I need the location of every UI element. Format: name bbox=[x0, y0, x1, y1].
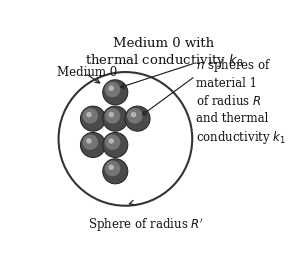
Circle shape bbox=[109, 112, 114, 117]
Text: Medium 0: Medium 0 bbox=[56, 66, 117, 79]
Circle shape bbox=[109, 138, 114, 144]
Circle shape bbox=[105, 161, 120, 176]
Text: thermal conductivity $k_0$: thermal conductivity $k_0$ bbox=[85, 52, 243, 69]
Circle shape bbox=[103, 159, 128, 184]
Circle shape bbox=[125, 106, 150, 131]
Circle shape bbox=[103, 132, 128, 158]
Circle shape bbox=[80, 132, 106, 158]
Circle shape bbox=[80, 106, 106, 131]
Circle shape bbox=[127, 108, 142, 124]
Text: Medium 0 with: Medium 0 with bbox=[113, 37, 214, 50]
Circle shape bbox=[131, 112, 136, 117]
Circle shape bbox=[103, 80, 128, 105]
Text: Sphere of radius $R'$: Sphere of radius $R'$ bbox=[88, 217, 204, 234]
Circle shape bbox=[82, 108, 98, 124]
Circle shape bbox=[105, 108, 120, 124]
Circle shape bbox=[109, 85, 114, 91]
Circle shape bbox=[86, 138, 92, 144]
Circle shape bbox=[103, 106, 128, 131]
Circle shape bbox=[105, 82, 120, 97]
Circle shape bbox=[86, 112, 92, 117]
Text: $n$ spheres of
material 1
of radius $R$
and thermal
conductivity $k_1$: $n$ spheres of material 1 of radius $R$ … bbox=[196, 57, 286, 146]
Circle shape bbox=[105, 134, 120, 150]
Circle shape bbox=[82, 134, 98, 150]
Circle shape bbox=[109, 165, 114, 170]
